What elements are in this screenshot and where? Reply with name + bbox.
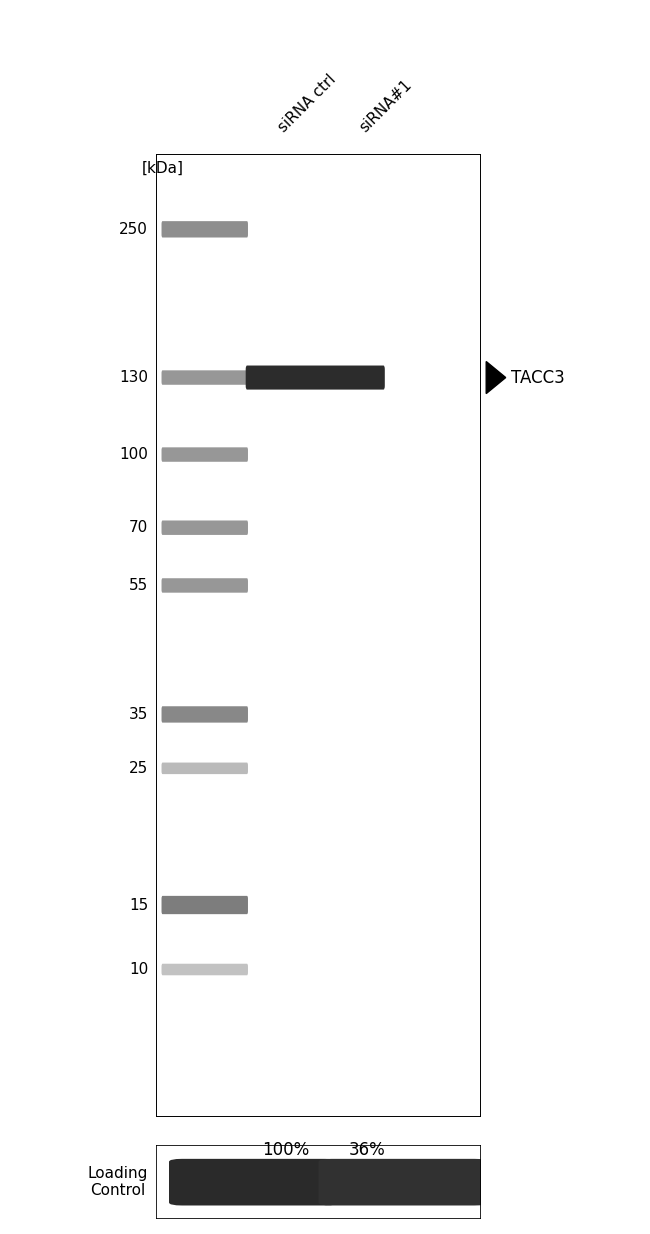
FancyBboxPatch shape bbox=[169, 1159, 338, 1206]
FancyBboxPatch shape bbox=[161, 706, 248, 723]
FancyBboxPatch shape bbox=[161, 521, 248, 534]
Text: 100: 100 bbox=[120, 447, 148, 462]
FancyBboxPatch shape bbox=[318, 1159, 488, 1206]
Text: [kDa]: [kDa] bbox=[142, 162, 184, 176]
Text: 130: 130 bbox=[119, 370, 148, 385]
Text: 10: 10 bbox=[129, 963, 148, 977]
Text: 35: 35 bbox=[129, 707, 148, 722]
FancyBboxPatch shape bbox=[161, 579, 248, 592]
FancyBboxPatch shape bbox=[161, 221, 248, 237]
Text: siRNA ctrl: siRNA ctrl bbox=[276, 72, 339, 135]
FancyBboxPatch shape bbox=[161, 370, 248, 385]
Text: 55: 55 bbox=[129, 578, 148, 594]
Text: 15: 15 bbox=[129, 897, 148, 912]
FancyBboxPatch shape bbox=[246, 365, 385, 390]
Text: siRNA#1: siRNA#1 bbox=[357, 77, 415, 135]
Text: 250: 250 bbox=[120, 222, 148, 237]
FancyBboxPatch shape bbox=[161, 896, 248, 914]
Text: 100%: 100% bbox=[263, 1141, 309, 1160]
FancyBboxPatch shape bbox=[161, 763, 248, 774]
Text: 70: 70 bbox=[129, 521, 148, 536]
Text: TACC3: TACC3 bbox=[511, 369, 565, 386]
Polygon shape bbox=[486, 362, 506, 394]
FancyBboxPatch shape bbox=[161, 964, 248, 975]
Text: 36%: 36% bbox=[349, 1141, 385, 1160]
FancyBboxPatch shape bbox=[161, 448, 248, 462]
Text: Loading
Control: Loading Control bbox=[88, 1166, 148, 1198]
Text: 25: 25 bbox=[129, 761, 148, 776]
